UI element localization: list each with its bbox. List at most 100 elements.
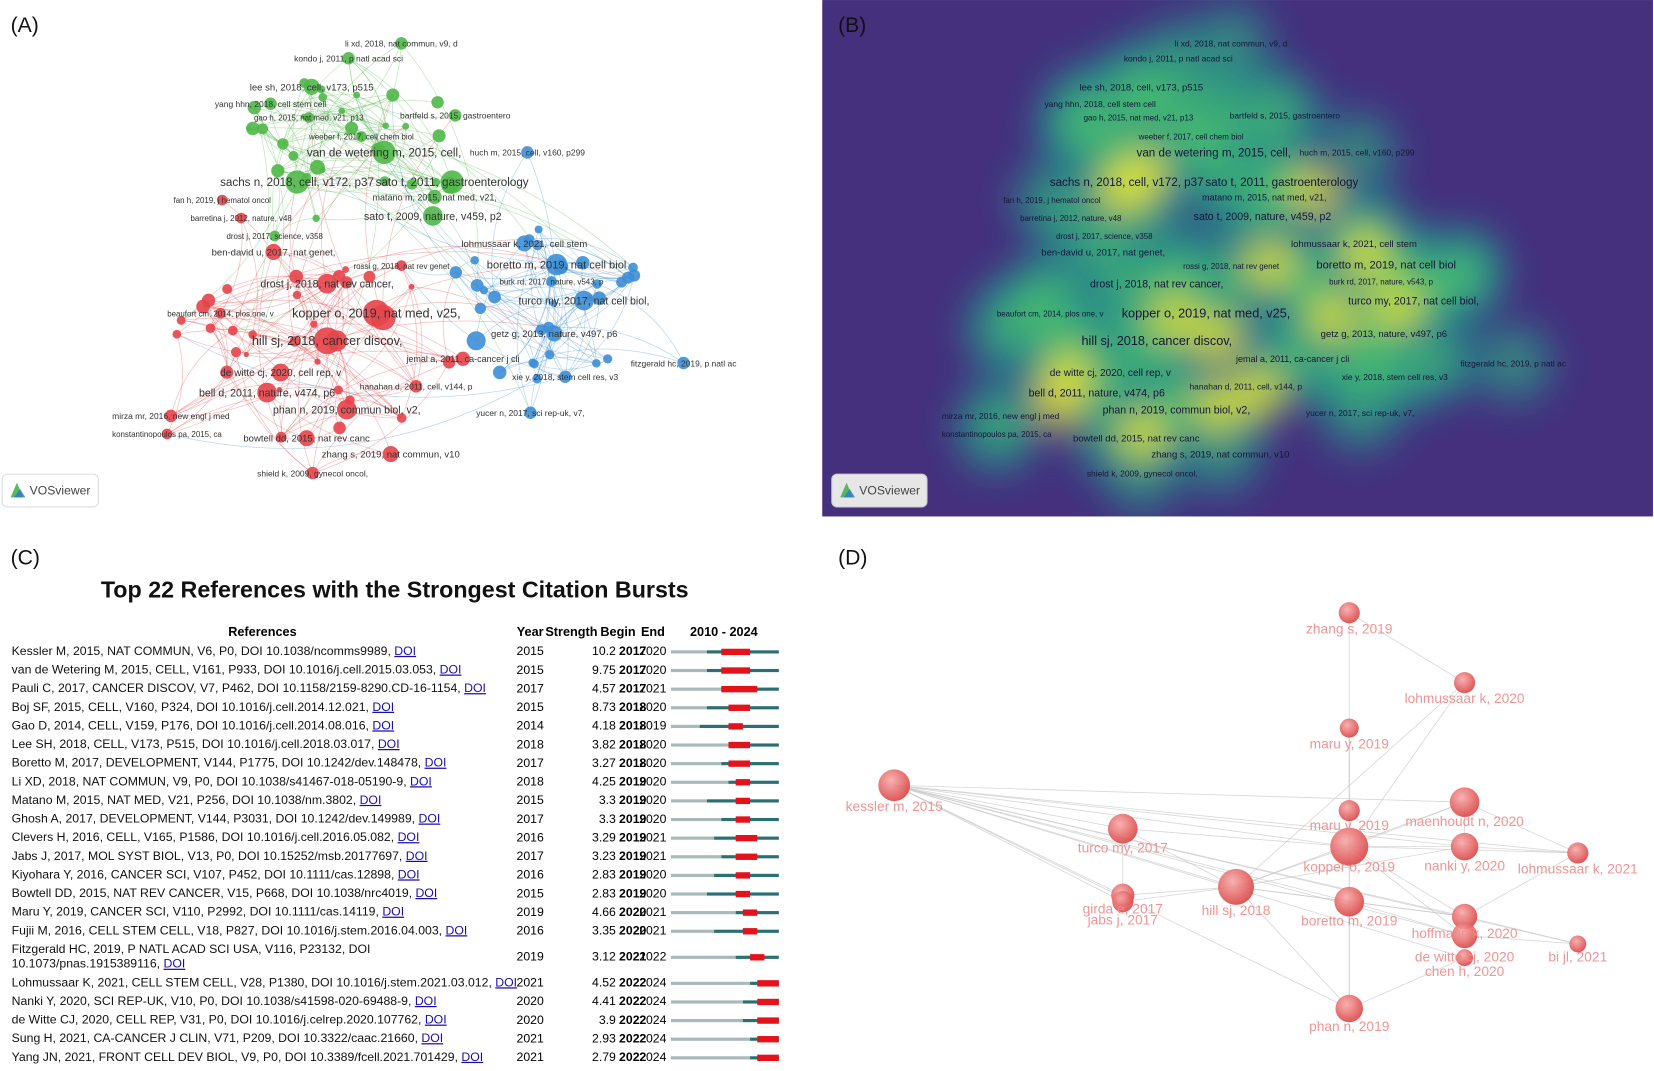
timeline-before: [670, 955, 736, 959]
edge: [894, 784, 1465, 959]
reference-text: van de Wetering M, 2015, CELL, V161, P93…: [12, 663, 440, 677]
timeline-before: [670, 780, 729, 784]
node: [289, 269, 304, 284]
density-label: li xd, 2018, nat commun, v9, d: [1175, 39, 1288, 49]
node: [474, 302, 486, 314]
node: [547, 278, 554, 285]
doi-link[interactable]: DOI: [495, 976, 517, 990]
density-blob: [1416, 337, 1459, 381]
density-label: weeber f, 2017, cell chem biol: [1138, 133, 1244, 142]
density-blob: [1061, 107, 1104, 150]
edge: [348, 57, 453, 183]
begin: 2017: [619, 644, 646, 658]
node-label: van de wetering m, 2015, cell,: [307, 147, 461, 160]
edge: [170, 275, 340, 417]
year: 2015: [517, 700, 544, 714]
node: [622, 271, 635, 284]
doi-link[interactable]: DOI: [360, 793, 382, 807]
doi-link[interactable]: DOI: [406, 849, 428, 863]
edge: [894, 784, 1465, 936]
node: [431, 96, 444, 109]
doi-link[interactable]: DOI: [398, 868, 420, 882]
end: 2020: [639, 868, 666, 882]
edge: [202, 306, 318, 362]
year: 2018: [517, 737, 544, 751]
burst-bar: [757, 1054, 779, 1062]
density-blob: [1199, 432, 1242, 476]
doi-link[interactable]: DOI: [382, 905, 404, 919]
header: References: [228, 625, 296, 639]
reference-text: Fujii M, 2016, CELL STEM CELL, V18, P827…: [12, 924, 446, 938]
edge: [181, 320, 247, 355]
density-label: de witte cj, 2020, cell rep, v: [1050, 368, 1171, 379]
burst-bar: [757, 1036, 779, 1043]
doi-link[interactable]: DOI: [372, 700, 394, 714]
edge: [273, 251, 351, 401]
node-label: weeber f, 2017, cell chem biol: [308, 133, 414, 142]
doi-link[interactable]: DOI: [421, 1031, 443, 1045]
node-label: sachs n, 2018, cell, v172, p37: [220, 176, 374, 189]
node-labels: li xd, 2018, nat commun, v9, d kondo j, 2…: [112, 39, 736, 479]
node-label: turco my, 2017, nat cell biol,: [519, 295, 650, 307]
edge: [455, 264, 557, 280]
node-label: jabs j, 2017: [1087, 912, 1158, 927]
burst-bar: [735, 853, 758, 860]
doi-link[interactable]: DOI: [394, 644, 416, 658]
reference: Kessler M, 2015, NAT COMMUN, V6, P0, DOI…: [12, 644, 416, 658]
begin: 2022: [619, 994, 646, 1008]
node: [235, 212, 247, 224]
doi-link[interactable]: DOI: [425, 1013, 447, 1027]
reference: de Witte CJ, 2020, CELL REP, V31, P0, DO…: [12, 1013, 447, 1027]
node: [276, 387, 283, 393]
density-blob: [1335, 131, 1379, 174]
edge: [289, 181, 315, 325]
doi-link[interactable]: DOI: [440, 663, 462, 677]
node: [277, 138, 289, 150]
reference-text: Maru Y, 2019, CANCER SCI, V110, P2992, D…: [12, 905, 383, 919]
node: [396, 260, 407, 271]
year: 2016: [517, 924, 544, 938]
density-label: konstantinopoulos pa, 2015, ca: [942, 430, 1052, 439]
node-label: kopper o, 2019: [1303, 859, 1395, 874]
density-label: barretina j, 2012, nature, v48: [1020, 214, 1122, 223]
watermark: VOSviewer: [1, 473, 99, 508]
edge: [524, 243, 629, 279]
density-label: yang hhn, 2018, cell stem cell: [1044, 99, 1155, 109]
density-blob: [1168, 113, 1211, 157]
doi-link[interactable]: DOI: [378, 737, 400, 751]
edge: [1349, 901, 1465, 917]
edge: [499, 281, 552, 373]
doi-link[interactable]: DOI: [372, 719, 394, 733]
doi-link[interactable]: DOI: [418, 812, 440, 826]
burst-bar: [728, 704, 751, 711]
node-label: hoffmann k, 2020: [1412, 926, 1518, 941]
doi-link[interactable]: DOI: [425, 756, 447, 770]
doi-link[interactable]: DOI: [445, 924, 467, 938]
doi-link[interactable]: DOI: [461, 1050, 483, 1064]
node-label: phan n, 2019: [1309, 1019, 1389, 1034]
density-label: boretto m, 2019, nat cell biol: [1316, 260, 1456, 272]
burst-bar: [728, 723, 743, 730]
edge: [270, 103, 584, 264]
node: [427, 189, 442, 205]
edge: [282, 136, 379, 150]
year: 2014: [517, 719, 544, 733]
doi-link[interactable]: DOI: [415, 886, 437, 900]
strength: 4.57: [592, 681, 616, 695]
density-hot: [1191, 382, 1243, 433]
node: [1107, 813, 1138, 844]
density-blob: [1087, 368, 1131, 411]
density-label: hanahan d, 2011, cell, v144, p: [1189, 382, 1302, 392]
reference-text: Clevers H, 2016, CELL, V165, P1586, DOI …: [12, 830, 398, 844]
edge: [338, 286, 412, 391]
edge: [317, 361, 392, 455]
year: 2021: [517, 976, 544, 990]
node: [318, 93, 328, 102]
doi-link[interactable]: DOI: [464, 681, 486, 695]
doi-link[interactable]: DOI: [164, 957, 186, 971]
doi-link[interactable]: DOI: [410, 775, 432, 789]
edge: [1349, 612, 1465, 683]
doi-link[interactable]: DOI: [398, 830, 420, 844]
doi-link[interactable]: DOI: [415, 994, 437, 1008]
edge: [348, 57, 437, 183]
